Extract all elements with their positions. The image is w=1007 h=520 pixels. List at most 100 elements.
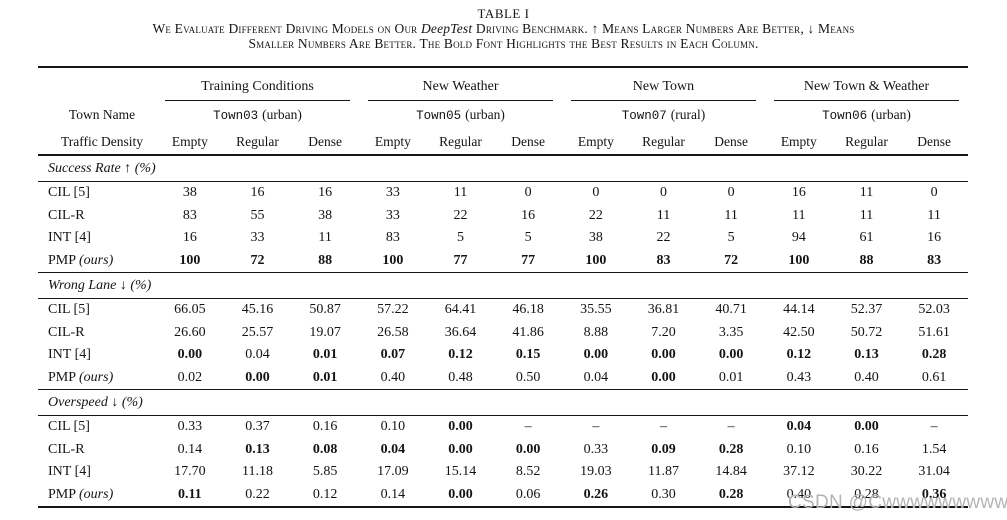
town-kind: (urban) bbox=[871, 107, 911, 122]
corner-cell bbox=[38, 67, 156, 101]
column-group-label: New Weather bbox=[368, 79, 553, 101]
value-cell: 0.04 bbox=[380, 441, 406, 457]
value-cell: 0.00 bbox=[448, 441, 473, 457]
value-cell: 38 bbox=[182, 185, 197, 201]
column-group-header: New Town & Weather bbox=[765, 67, 968, 101]
value-cell: 14.84 bbox=[715, 464, 747, 480]
value-cell: 72 bbox=[250, 252, 265, 268]
density-header-cell: Regular bbox=[236, 133, 279, 149]
town-name-cell: Town05 (urban) bbox=[359, 101, 562, 129]
column-group-header: New Town bbox=[562, 67, 765, 101]
value-cell: 0.16 bbox=[854, 441, 879, 457]
density-header-cell: Dense bbox=[917, 133, 952, 149]
model-label: INT [4] bbox=[38, 461, 156, 484]
value-cell: 26.58 bbox=[377, 324, 409, 340]
value-cell: 41.86 bbox=[512, 324, 544, 340]
value-cell: – bbox=[659, 419, 667, 435]
value-cell: 11 bbox=[656, 207, 671, 223]
model-name: CIL-R bbox=[48, 324, 85, 340]
value-cell: 0.10 bbox=[786, 441, 812, 457]
table-row: PMP (ours) 0.11 0.22 0.12 0.14 0.00 0.06 0.26 0.… bbox=[38, 484, 968, 508]
density-header-cell: Empty bbox=[577, 133, 614, 149]
value-cell: 0.33 bbox=[177, 419, 203, 435]
table-row: PMP (ours) 100 72 88 100 77 77 100 83 72 100 88 83 bbox=[38, 250, 968, 273]
value-cell: 0.12 bbox=[448, 347, 473, 363]
value-cell: 0.12 bbox=[312, 486, 338, 502]
value-cell: 0.30 bbox=[651, 486, 676, 502]
value-cell: 0.36 bbox=[921, 486, 947, 502]
value-cell: 0.50 bbox=[515, 369, 541, 385]
model-name: INT [4] bbox=[48, 347, 91, 363]
town-name-cell: Town07 (rural) bbox=[562, 101, 765, 129]
value-cell: 0.01 bbox=[718, 369, 744, 385]
value-cell: 0.28 bbox=[854, 486, 879, 502]
section-header: Overspeed ↓ (%) bbox=[38, 389, 968, 416]
value-cell: 0.61 bbox=[921, 369, 947, 385]
value-cell: 0.16 bbox=[312, 419, 338, 435]
value-cell: 83 bbox=[656, 252, 671, 268]
value-cell: 36.64 bbox=[444, 324, 477, 340]
value-cell: 30.22 bbox=[850, 464, 883, 480]
value-cell: – bbox=[727, 419, 735, 435]
csdn-watermark: CSDN @Cwwwwwwwwws bbox=[788, 492, 1007, 513]
value-cell: 36.81 bbox=[647, 302, 680, 318]
value-cell: 0.28 bbox=[921, 347, 947, 363]
table-title: TABLE I bbox=[477, 6, 530, 21]
value-cell: 45.16 bbox=[241, 302, 274, 318]
value-cell: – bbox=[930, 419, 938, 435]
section-header-row: Overspeed ↓ (%) bbox=[38, 389, 968, 416]
value-cell: 19.03 bbox=[580, 464, 612, 480]
value-cell: 0.01 bbox=[312, 347, 338, 363]
model-label: CIL [5] bbox=[38, 416, 156, 439]
value-cell: 3.35 bbox=[718, 324, 744, 340]
value-cell: 16 bbox=[791, 185, 806, 201]
value-cell: 0.26 bbox=[583, 486, 609, 502]
density-header-cell: Dense bbox=[714, 133, 749, 149]
value-cell: 46.18 bbox=[512, 302, 544, 318]
value-cell: 15.14 bbox=[444, 464, 477, 480]
value-cell: 0.00 bbox=[515, 441, 541, 457]
value-cell: 94 bbox=[791, 230, 806, 246]
value-cell: 0.00 bbox=[448, 419, 473, 435]
value-cell: 0.11 bbox=[177, 486, 202, 502]
results-table: Training Conditions New Weather New Town Ne… bbox=[38, 66, 968, 508]
model-label: INT [4] bbox=[38, 227, 156, 250]
value-cell: 0.04 bbox=[786, 419, 812, 435]
town-kind: (urban) bbox=[262, 107, 302, 122]
value-cell: 0.00 bbox=[651, 369, 676, 385]
value-cell: 11 bbox=[453, 185, 468, 201]
value-cell: 83 bbox=[182, 207, 197, 223]
value-cell: 0.10 bbox=[380, 419, 406, 435]
value-cell: 0.40 bbox=[854, 369, 879, 385]
value-cell: 0.04 bbox=[245, 347, 270, 363]
model-suffix: (ours) bbox=[79, 369, 114, 385]
section-header: Success Rate ↑ (%) bbox=[38, 154, 968, 182]
value-cell: 0.08 bbox=[312, 441, 338, 457]
value-cell: 52.03 bbox=[918, 302, 950, 318]
density-header-cell: Empty bbox=[171, 133, 208, 149]
value-cell: 16 bbox=[927, 230, 942, 246]
value-cell: 26.60 bbox=[174, 324, 206, 340]
model-name: CIL [5] bbox=[48, 419, 90, 435]
value-cell: – bbox=[592, 419, 600, 435]
table-caption: We Evaluate Different Driving Models on … bbox=[4, 21, 1003, 51]
value-cell: 57.22 bbox=[377, 302, 409, 318]
value-cell: 0.14 bbox=[177, 441, 203, 457]
model-name: CIL [5] bbox=[48, 302, 90, 318]
model-name: PMP bbox=[48, 486, 80, 502]
value-cell: 16 bbox=[521, 207, 536, 223]
model-label: CIL-R bbox=[38, 205, 156, 228]
value-cell: 100 bbox=[585, 252, 607, 268]
table-row: CIL-R 26.60 25.57 19.07 26.58 36.64 41.86 8.88 7… bbox=[38, 322, 968, 345]
value-cell: 37.12 bbox=[783, 464, 815, 480]
value-cell: 0.13 bbox=[245, 441, 270, 457]
model-name: CIL-R bbox=[48, 441, 85, 457]
value-cell: 55 bbox=[250, 207, 265, 223]
value-cell: 5 bbox=[727, 230, 735, 246]
value-cell: 11 bbox=[318, 230, 332, 246]
traffic-density-row: Traffic Density Empty Regular Dense Empty Reg… bbox=[38, 129, 968, 155]
value-cell: 0.13 bbox=[854, 347, 879, 363]
density-header-cell: Dense bbox=[511, 133, 546, 149]
value-cell: 0 bbox=[930, 185, 938, 201]
value-cell: 0 bbox=[727, 185, 735, 201]
